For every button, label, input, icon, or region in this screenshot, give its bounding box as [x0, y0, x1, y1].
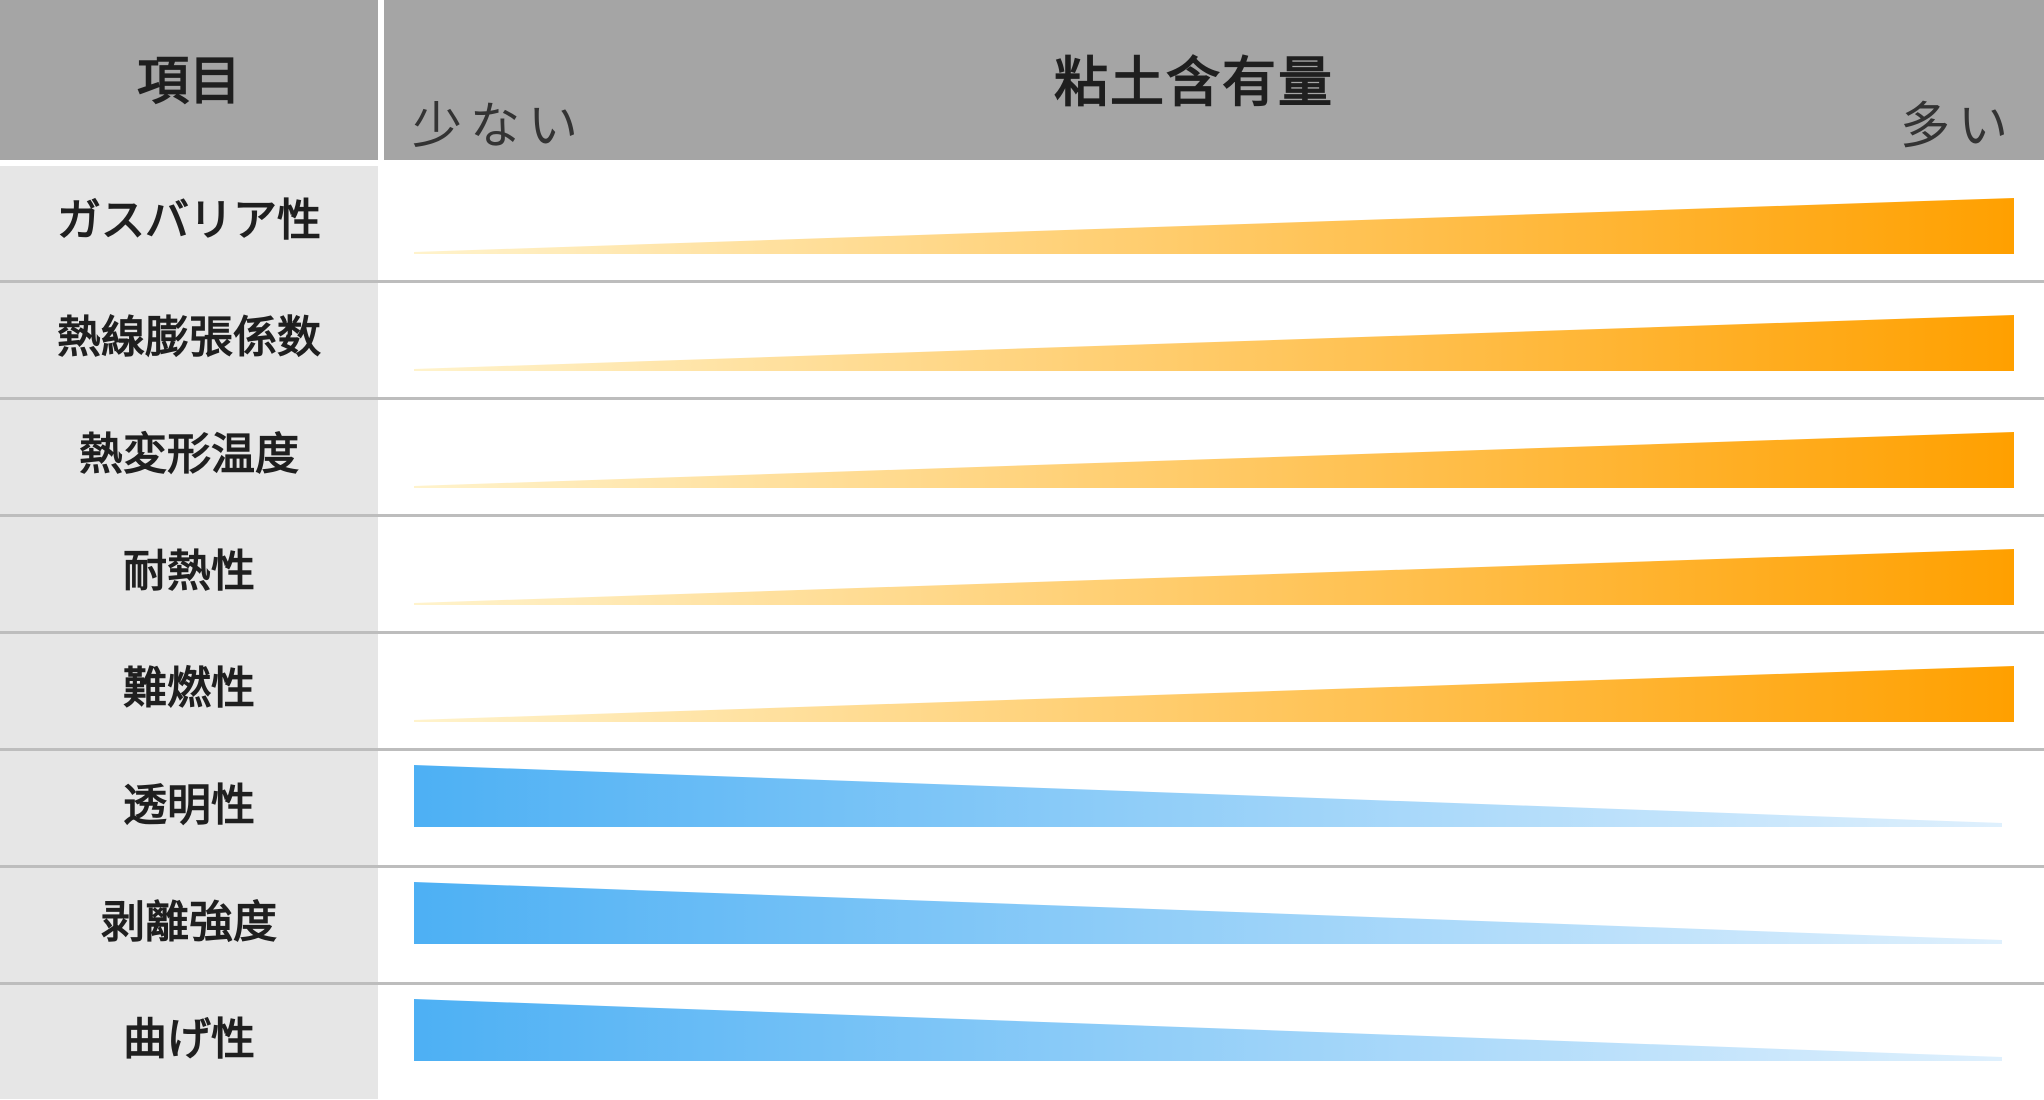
trend-wedge-svg [414, 315, 2014, 371]
row-divider [0, 982, 2044, 985]
row-label: ガスバリア性 [0, 166, 378, 280]
row-label: 熱変形温度 [0, 400, 378, 514]
trend-cell [378, 517, 2044, 631]
header-less-label: 少ない [412, 97, 586, 155]
trend-wedge-svg [414, 549, 2014, 605]
increasing-wedge [414, 315, 2014, 371]
table-row: 難燃性 [0, 634, 2044, 748]
table-row: 透明性 [0, 751, 2044, 865]
trend-cell [378, 634, 2044, 748]
table-row: 熱線膨張係数 [0, 283, 2044, 397]
header-item-cell: 項目 [0, 0, 378, 160]
trend-cell [378, 985, 2044, 1099]
header-clay-content-cell: 粘土含有量 少ない 多い [384, 0, 2044, 160]
increasing-wedge [414, 549, 2014, 605]
trend-cell [378, 868, 2044, 982]
increasing-wedge [414, 198, 2014, 254]
decreasing-wedge [414, 999, 2002, 1061]
increasing-wedge [414, 432, 2014, 488]
trend-wedge-svg [414, 666, 2014, 722]
table-row: 耐熱性 [0, 517, 2044, 631]
row-divider [0, 280, 2044, 283]
trend-wedge-svg [414, 999, 2002, 1061]
header-item-label: 項目 [136, 51, 241, 112]
row-divider [0, 748, 2044, 751]
table-row: ガスバリア性 [0, 166, 2044, 280]
trend-wedge-svg [414, 432, 2014, 488]
trend-cell [378, 751, 2044, 865]
row-label: 剥離強度 [0, 868, 378, 982]
trend-cell [378, 400, 2044, 514]
row-divider [0, 397, 2044, 400]
row-divider [0, 631, 2044, 634]
row-label: 透明性 [0, 751, 378, 865]
decreasing-wedge [414, 882, 2002, 944]
trend-cell [378, 166, 2044, 280]
header-more-label: 多い [1900, 97, 2016, 155]
trend-wedge-svg [414, 765, 2002, 827]
table-row: 剥離強度 [0, 868, 2044, 982]
table-row: 曲げ性 [0, 985, 2044, 1099]
header-title: 粘土含有量 [1054, 51, 1334, 114]
row-label: 耐熱性 [0, 517, 378, 631]
trend-wedge-svg [414, 198, 2014, 254]
table-row: 熱変形温度 [0, 400, 2044, 514]
row-label: 難燃性 [0, 634, 378, 748]
trend-wedge-svg [414, 882, 2002, 944]
row-label: 熱線膨張係数 [0, 283, 378, 397]
row-divider [0, 865, 2044, 868]
trend-cell [378, 283, 2044, 397]
increasing-wedge [414, 666, 2014, 722]
decreasing-wedge [414, 765, 2002, 827]
row-label: 曲げ性 [0, 985, 378, 1099]
row-divider [0, 514, 2044, 517]
